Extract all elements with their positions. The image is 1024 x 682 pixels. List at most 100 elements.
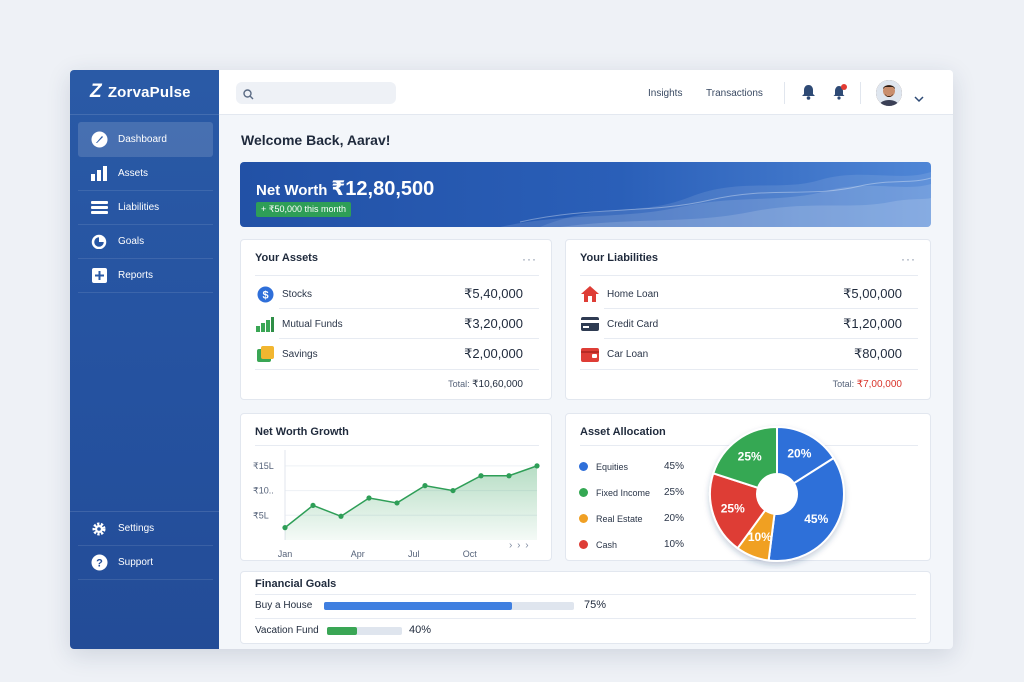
- series-line: [284, 465, 538, 529]
- bar-chart-icon: [90, 165, 108, 183]
- help-icon: ?: [90, 554, 108, 572]
- total-value: ₹10,60,000: [472, 379, 523, 390]
- dollar-icon: $: [255, 286, 275, 303]
- financial-goals-card: Financial Goals Buy a House 75% Vacation…: [240, 571, 931, 644]
- x-tick-label: Jul: [408, 549, 420, 559]
- goal-progress-fill: [324, 602, 512, 610]
- slice-label: 10%: [748, 530, 772, 544]
- sidebar-item-reports[interactable]: Reports: [78, 259, 213, 293]
- data-point: [310, 502, 316, 509]
- data-point: [534, 463, 540, 469]
- credit-card-icon: [580, 317, 600, 331]
- liability-amount: ₹1,20,000: [843, 316, 902, 331]
- net-worth-label: Net Worth: [256, 182, 328, 199]
- total-value: ₹7,00,000: [856, 379, 902, 390]
- goal-percent: 75%: [584, 599, 607, 611]
- nav-link-transactions[interactable]: Transactions: [706, 88, 763, 99]
- brand-logo: Z: [90, 81, 102, 102]
- sidebar-item-settings[interactable]: Settings: [78, 512, 213, 546]
- slice-label: 25%: [721, 501, 745, 515]
- liabilities-total: Total: ₹7,00,000: [833, 379, 902, 390]
- nav-link-insights[interactable]: Insights: [648, 88, 683, 99]
- divider: [604, 308, 918, 309]
- sidebar-item-goals[interactable]: Goals: [78, 225, 213, 259]
- asset-label: Savings: [282, 348, 318, 360]
- sidebar-item-support[interactable]: ? Support: [78, 546, 213, 580]
- legend-value: 25%: [663, 487, 684, 498]
- legend-label: Real Estate: [596, 513, 643, 524]
- divider: [255, 275, 539, 276]
- svg-text:?: ?: [96, 558, 103, 570]
- car-wallet-icon: [580, 347, 600, 362]
- legend-swatch: [579, 514, 588, 523]
- data-point: [366, 495, 372, 501]
- liability-amount: ₹80,000: [853, 346, 902, 361]
- net-worth-growth-chart: ₹15L ₹10.. ₹5L Jan Apr Jul Oct: [253, 450, 540, 559]
- asset-label: Stocks: [282, 288, 313, 300]
- card-title: Your Liabilities: [580, 252, 659, 264]
- sidebar-item-label: Settings: [118, 523, 155, 534]
- sidebar-nav: Dashboard Assets Liabilities Goals: [70, 122, 219, 293]
- legend-value: 45%: [663, 461, 684, 472]
- goal-percent: 40%: [409, 624, 432, 636]
- divider: [580, 275, 918, 276]
- page-title: Welcome Back, Aarav!: [241, 132, 391, 148]
- bell-icon[interactable]: [801, 84, 816, 105]
- avatar[interactable]: [876, 80, 902, 106]
- sidebar-item-assets[interactable]: Assets: [78, 157, 213, 191]
- liabilities-card: Your Liabilities ··· Home Loan ₹5,00,000…: [565, 239, 931, 400]
- top-bar: Insights Transactions: [219, 70, 953, 115]
- list-item[interactable]: $ Stocks ₹5,40,000: [255, 279, 523, 309]
- assets-total: Total: ₹10,60,000: [448, 379, 523, 390]
- goal-label: Buy a House: [255, 600, 313, 611]
- legend-item: Real Estate 20%: [579, 513, 684, 524]
- y-tick-label: ₹5L: [253, 510, 269, 520]
- legend-label: Cash: [596, 539, 618, 550]
- y-tick-label: ₹15L: [253, 461, 274, 471]
- more-options-icon[interactable]: ···: [901, 252, 916, 266]
- divider: [255, 618, 916, 619]
- list-item[interactable]: Car Loan ₹80,000: [580, 339, 902, 369]
- net-worth-change-badge: + ₹50,000 this month: [256, 202, 352, 217]
- brand[interactable]: Z ZorvaPulse: [70, 70, 219, 115]
- divider: [604, 338, 918, 339]
- divider: [580, 369, 918, 370]
- liability-label: Home Loan: [607, 288, 659, 300]
- card-title: Asset Allocation: [580, 426, 666, 438]
- divider: [279, 338, 539, 339]
- search-input[interactable]: [236, 82, 396, 104]
- house-icon: [580, 286, 600, 302]
- list-item[interactable]: Credit Card ₹1,20,000: [580, 309, 902, 339]
- total-label: Total:: [448, 379, 470, 389]
- growth-bars-icon: [255, 316, 275, 332]
- notification-bell-icon[interactable]: [832, 84, 848, 105]
- goal-progress-fill: [327, 627, 357, 635]
- svg-text:$: $: [262, 289, 268, 301]
- legend-item: Equities 45%: [579, 461, 684, 472]
- sidebar-item-label: Reports: [118, 270, 154, 281]
- sidebar-item-dashboard[interactable]: Dashboard: [78, 122, 213, 157]
- asset-amount: ₹3,20,000: [464, 316, 523, 331]
- legend-value: 10%: [663, 539, 684, 550]
- asset-amount: ₹5,40,000: [464, 286, 523, 301]
- legend-item: Cash 10%: [579, 539, 684, 550]
- divider: [255, 594, 916, 595]
- brand-name: ZorvaPulse: [107, 83, 191, 101]
- chevron-down-icon[interactable]: [914, 90, 924, 108]
- search-icon: [243, 87, 254, 105]
- data-point: [450, 487, 456, 494]
- sidebar: Z ZorvaPulse Dashboard Assets Liabilit: [70, 70, 219, 649]
- legend-label: Fixed Income: [596, 487, 651, 498]
- sidebar-item-liabilities[interactable]: Liabilities: [78, 191, 213, 225]
- list-item[interactable]: Savings ₹2,00,000: [255, 339, 523, 369]
- data-point: [506, 473, 512, 479]
- more-options-icon[interactable]: ···: [522, 252, 537, 266]
- slice-label: 25%: [738, 449, 762, 463]
- list-item[interactable]: Mutual Funds ₹3,20,000: [255, 309, 523, 339]
- card-title: Net Worth Growth: [255, 426, 349, 438]
- list-item[interactable]: Home Loan ₹5,00,000: [580, 279, 902, 309]
- chart-scroll-arrows[interactable]: › › ›: [509, 540, 530, 551]
- x-tick-label: Apr: [351, 549, 365, 559]
- card-title: Financial Goals: [255, 578, 337, 590]
- sidebar-item-label: Support: [118, 557, 154, 568]
